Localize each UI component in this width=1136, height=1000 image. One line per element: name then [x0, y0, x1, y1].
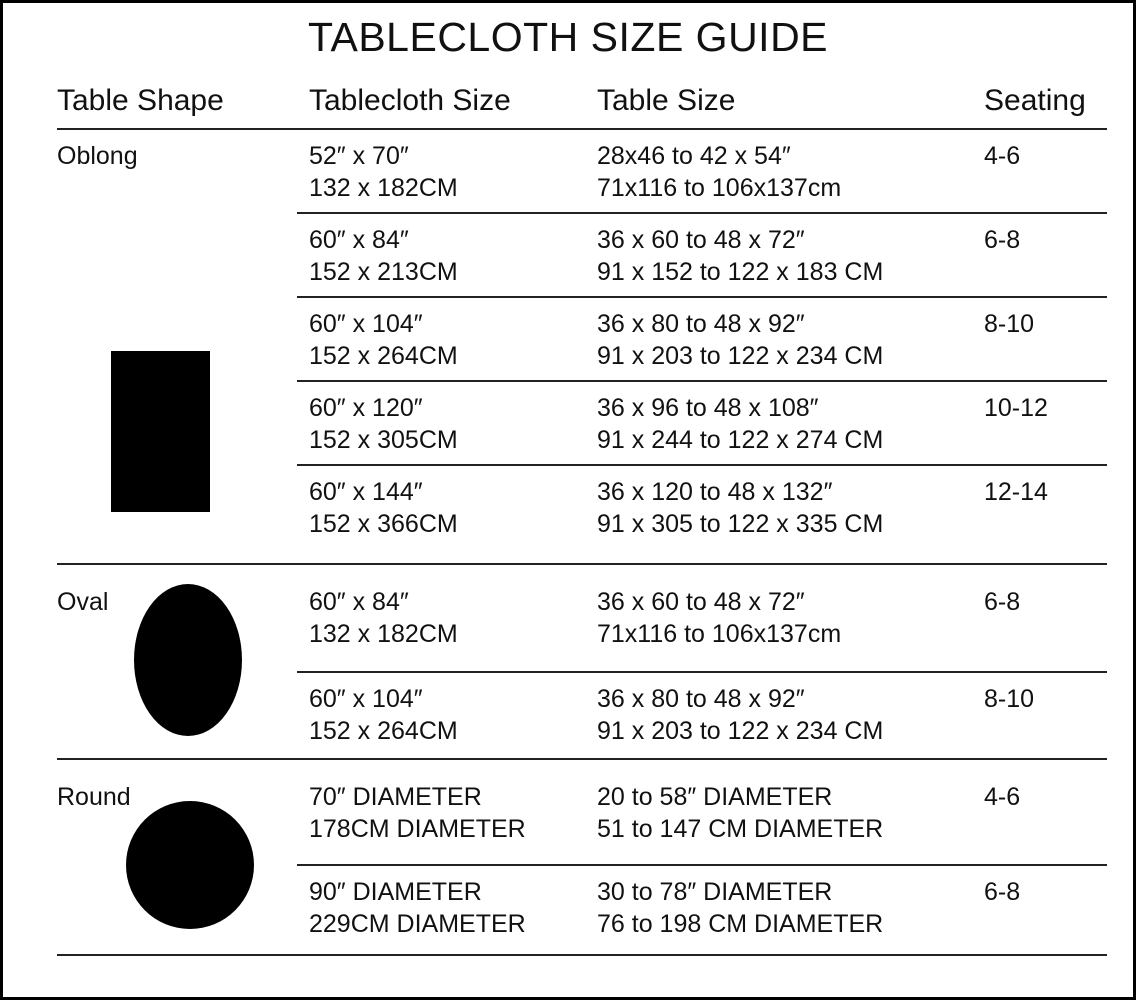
- table-size: 36 x 96 to 48 x 108″: [597, 394, 819, 422]
- header-table-shape: Table Shape: [57, 84, 224, 117]
- header-tablecloth-size: Tablecloth Size: [309, 84, 511, 117]
- table-size: 51 to 147 CM DIAMETER: [597, 815, 884, 843]
- rectangle-icon: [111, 351, 210, 512]
- row-divider: [297, 296, 1107, 298]
- header-table-size: Table Size: [597, 84, 736, 117]
- row-divider: [297, 380, 1107, 382]
- circle-icon: [126, 801, 254, 929]
- group-divider: [57, 758, 1107, 760]
- table-size: 91 x 152 to 122 x 183 CM: [597, 258, 884, 286]
- tablecloth-size: 60″ x 104″: [309, 685, 423, 713]
- seating: 4-6: [984, 142, 1021, 170]
- page-title: TABLECLOTH SIZE GUIDE: [307, 14, 829, 60]
- seating: 10-12: [984, 394, 1048, 422]
- tablecloth-size: 132 x 182CM: [309, 174, 458, 202]
- tablecloth-size: 60″ x 84″: [309, 226, 409, 254]
- table-size: 91 x 203 to 122 x 234 CM: [597, 342, 884, 370]
- seating: 8-10: [984, 310, 1035, 338]
- tablecloth-size: 60″ x 120″: [309, 394, 423, 422]
- shape-label: Round: [57, 783, 131, 811]
- tablecloth-size: 132 x 182CM: [309, 620, 458, 648]
- shape-label: Oblong: [57, 142, 138, 170]
- tablecloth-size: 152 x 305CM: [309, 426, 458, 454]
- header-divider: [57, 128, 1107, 130]
- seating: 6-8: [984, 878, 1021, 906]
- table-size: 91 x 203 to 122 x 234 CM: [597, 717, 884, 745]
- seating: 4-6: [984, 783, 1021, 811]
- seating: 12-14: [984, 478, 1048, 506]
- seating: 6-8: [984, 226, 1021, 254]
- table-size: 71x116 to 106x137cm: [597, 620, 842, 648]
- table-size: 36 x 80 to 48 x 92″: [597, 685, 805, 713]
- row-divider: [297, 212, 1107, 214]
- tablecloth-size: 60″ x 84″: [309, 588, 409, 616]
- tablecloth-size: 152 x 264CM: [309, 717, 458, 745]
- tablecloth-size: 52″ x 70″: [309, 142, 409, 170]
- tablecloth-size: 60″ x 104″: [309, 310, 423, 338]
- table-size: 36 x 80 to 48 x 92″: [597, 310, 805, 338]
- tablecloth-size: 229CM DIAMETER: [309, 910, 526, 938]
- table-size: 20 to 58″ DIAMETER: [597, 783, 833, 811]
- group-divider: [57, 563, 1107, 565]
- table-size: 30 to 78″ DIAMETER: [597, 878, 833, 906]
- table-size: 91 x 305 to 122 x 335 CM: [597, 510, 884, 538]
- seating: 6-8: [984, 588, 1021, 616]
- table-size: 28x46 to 42 x 54″: [597, 142, 791, 170]
- row-divider: [297, 671, 1107, 673]
- shape-label: Oval: [57, 588, 109, 616]
- tablecloth-size: 152 x 213CM: [309, 258, 458, 286]
- row-divider: [297, 464, 1107, 466]
- table-size: 36 x 60 to 48 x 72″: [597, 226, 805, 254]
- table-size: 36 x 120 to 48 x 132″: [597, 478, 833, 506]
- table-size: 71x116 to 106x137cm: [597, 174, 842, 202]
- seating: 8-10: [984, 685, 1035, 713]
- tablecloth-size: 60″ x 144″: [309, 478, 423, 506]
- tablecloth-size: 152 x 264CM: [309, 342, 458, 370]
- oval-icon: [134, 584, 242, 736]
- group-divider: [57, 954, 1107, 956]
- table-size: 91 x 244 to 122 x 274 CM: [597, 426, 884, 454]
- row-divider: [297, 864, 1107, 866]
- table-size: 76 to 198 CM DIAMETER: [597, 910, 884, 938]
- tablecloth-size: 90″ DIAMETER: [309, 878, 482, 906]
- tablecloth-size: 178CM DIAMETER: [309, 815, 526, 843]
- table-size: 36 x 60 to 48 x 72″: [597, 588, 805, 616]
- header-seating: Seating: [984, 84, 1086, 117]
- tablecloth-size: 152 x 366CM: [309, 510, 458, 538]
- tablecloth-size: 70″ DIAMETER: [309, 783, 482, 811]
